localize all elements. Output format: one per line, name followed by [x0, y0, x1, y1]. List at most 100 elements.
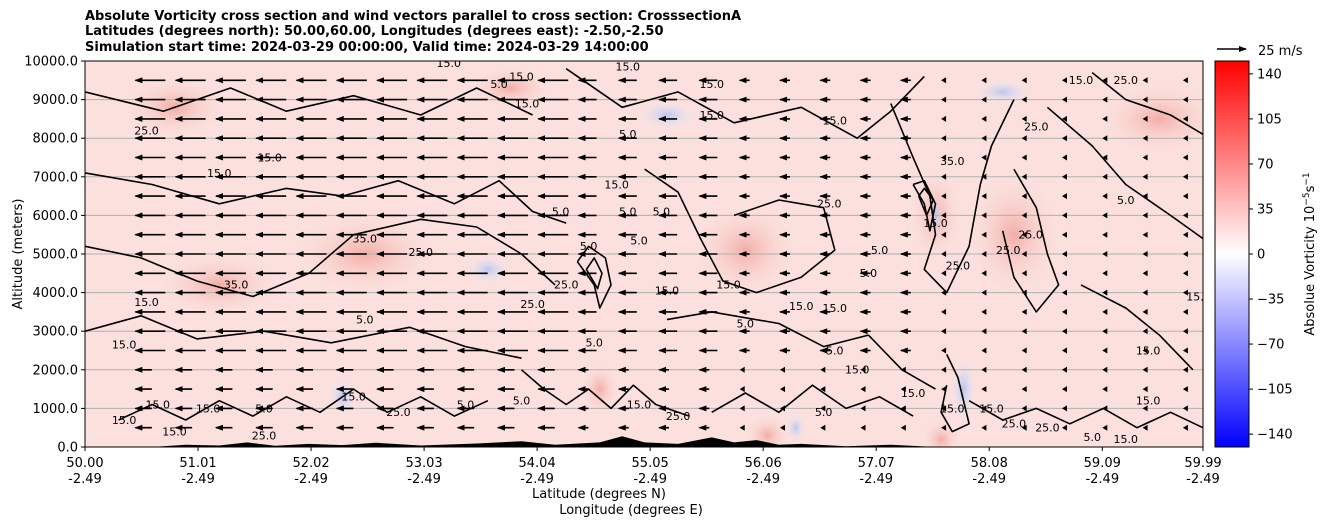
contour-label: 15.0	[655, 285, 680, 298]
wind-vector	[1021, 405, 1027, 412]
wind-vector	[981, 386, 987, 393]
contour-label: 5.0	[552, 205, 570, 218]
wind-vector	[981, 424, 987, 431]
wind-vector	[1102, 154, 1108, 161]
contour-label: 5.0	[356, 313, 374, 326]
chart-title-line-3: Simulation start time: 2024-03-29 00:00:…	[85, 40, 649, 55]
wind-vector	[1142, 193, 1148, 200]
contour-label: 35.0	[224, 279, 249, 292]
wind-vector	[1021, 328, 1027, 335]
contour-label: 25.0	[386, 406, 411, 419]
contour-line	[1001, 168, 1060, 313]
wind-vector	[900, 386, 906, 393]
contour-label: 25.0	[1035, 422, 1060, 435]
wind-vector	[1062, 270, 1067, 277]
contour-line	[85, 218, 556, 298]
wind-vector	[1021, 154, 1027, 161]
wind-vector	[1142, 251, 1148, 257]
wind-vector	[981, 212, 987, 219]
wind-vector	[860, 405, 866, 412]
contour-line	[940, 354, 970, 433]
contour-label: 15.0	[699, 109, 724, 122]
wind-vector	[1142, 347, 1148, 354]
contour-line	[1091, 71, 1203, 135]
colorbar-tick-label: 140	[1257, 67, 1282, 82]
contour-line	[85, 315, 522, 359]
wind-vector	[1102, 251, 1108, 257]
wind-vector	[1142, 366, 1148, 373]
contour-label: 5.0	[1117, 194, 1135, 207]
wind-vector	[860, 366, 866, 373]
wind-vector	[1021, 231, 1027, 238]
y-tick-label: 1000.0	[33, 402, 79, 417]
vorticity-negative-region	[465, 255, 510, 284]
contour-label: 25.0	[554, 279, 579, 292]
wind-vector	[941, 212, 947, 219]
wind-vector	[1062, 231, 1067, 238]
vorticity-negative-region	[951, 357, 976, 422]
contour-label: 15.0	[134, 296, 159, 309]
contour-label: 15.0	[112, 414, 137, 427]
wind-vector	[1021, 96, 1027, 103]
wind-vector	[780, 424, 785, 431]
wind-vector	[981, 96, 987, 103]
contour-label: 15.0	[515, 97, 540, 110]
wind-vector	[780, 386, 785, 393]
contour-label: 5.0	[653, 205, 671, 218]
wind-vector	[1102, 193, 1108, 200]
contour-label: 5.0	[737, 317, 755, 330]
wind-vector	[1182, 77, 1188, 84]
colorbar-tick-label: 105	[1257, 112, 1282, 127]
x-tick-label-lat: 59.09	[1084, 456, 1121, 471]
wind-vector	[1102, 212, 1108, 219]
wind-vector	[1062, 289, 1067, 296]
contour-label: 15.0	[436, 57, 461, 70]
wind-vector	[1182, 366, 1188, 373]
contour-label: 15.0	[196, 402, 221, 415]
x-tick-label-lat: 56.06	[745, 456, 782, 471]
wind-vector	[981, 135, 987, 142]
wind-vector	[1062, 115, 1067, 122]
y-axis-label: Altitude (meters)	[11, 199, 26, 310]
contour-line	[576, 245, 612, 309]
x-tick-label-lon: -2.49	[181, 472, 215, 487]
wind-vector	[981, 289, 987, 296]
wind-vector	[1062, 154, 1067, 161]
wind-vector	[981, 347, 987, 354]
wind-vector	[1182, 328, 1188, 335]
wind-vector	[900, 424, 906, 431]
wind-vector	[941, 77, 947, 84]
wind-vector	[941, 193, 947, 200]
y-tick-label: 8000.0	[33, 132, 79, 147]
wind-vector	[900, 405, 906, 412]
wind-vector	[941, 173, 947, 180]
wind-vector	[1102, 289, 1108, 296]
colorbar-tick-label: −35	[1257, 293, 1284, 308]
vorticity-positive-region	[159, 254, 280, 315]
x-tick-label-lon: -2.49	[972, 472, 1006, 487]
contour-label: 15.0	[207, 167, 232, 180]
contour-line	[917, 187, 935, 217]
contour-label: 15.0	[616, 61, 641, 74]
contour-label: 15.0	[112, 339, 137, 352]
wind-vector	[981, 405, 987, 412]
wind-vector	[1182, 154, 1188, 161]
y-tick-label: 6000.0	[33, 209, 79, 224]
wind-vector	[1062, 96, 1067, 103]
contour-label: 5.0	[585, 337, 603, 350]
colorbar-tick-label: 70	[1257, 157, 1274, 172]
x-tick-label-lat: 59.99	[1184, 456, 1221, 471]
wind-vector	[1102, 308, 1108, 315]
wind-vector	[1182, 115, 1188, 122]
wind-vector	[1062, 135, 1067, 142]
wind-vector	[1021, 289, 1027, 296]
wind-vector	[941, 386, 947, 393]
vorticity-positive-region	[923, 419, 960, 447]
wind-vector	[1062, 347, 1067, 354]
wind-vector	[1142, 135, 1148, 142]
wind-vector	[1102, 366, 1108, 373]
contour-label: 25.0	[1024, 120, 1049, 133]
vorticity-negative-region	[785, 413, 806, 442]
wind-vector	[1021, 386, 1027, 393]
